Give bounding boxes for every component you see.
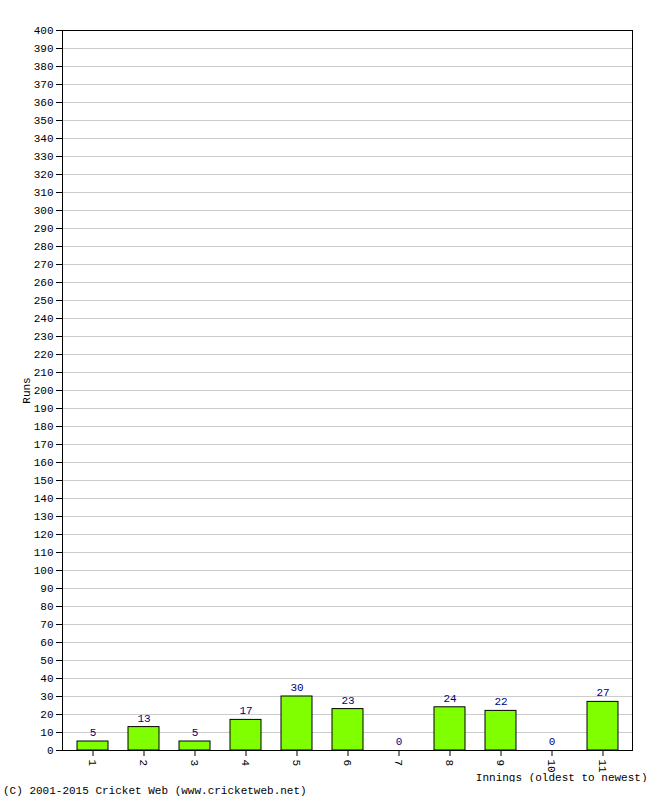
svg-text:5: 5 xyxy=(290,760,302,767)
svg-text:160: 160 xyxy=(34,457,54,469)
svg-text:5: 5 xyxy=(192,727,199,739)
svg-text:400: 400 xyxy=(34,25,54,37)
svg-text:300: 300 xyxy=(34,205,54,217)
svg-text:100: 100 xyxy=(34,565,54,577)
svg-text:1: 1 xyxy=(86,760,98,767)
svg-text:220: 220 xyxy=(34,349,54,361)
svg-text:9: 9 xyxy=(494,760,506,767)
svg-text:190: 190 xyxy=(34,403,54,415)
svg-text:2: 2 xyxy=(137,760,149,767)
svg-text:280: 280 xyxy=(34,241,54,253)
svg-text:70: 70 xyxy=(40,619,53,631)
svg-text:22: 22 xyxy=(494,696,507,708)
svg-text:5: 5 xyxy=(90,727,97,739)
svg-text:290: 290 xyxy=(34,223,54,235)
svg-text:130: 130 xyxy=(34,511,54,523)
svg-text:200: 200 xyxy=(34,385,54,397)
svg-text:13: 13 xyxy=(137,713,150,725)
svg-text:8: 8 xyxy=(443,760,455,767)
svg-text:6: 6 xyxy=(341,760,353,767)
svg-text:Innings (oldest to newest): Innings (oldest to newest) xyxy=(476,772,648,783)
svg-text:250: 250 xyxy=(34,295,54,307)
html-text:(C) 2001-2015 Cricket Web (www: (C) 2001-2015 Cricket Web (www.cricketwe… xyxy=(3,785,307,797)
svg-text:7: 7 xyxy=(392,760,404,767)
svg-text:23: 23 xyxy=(341,695,354,707)
svg-text:90: 90 xyxy=(40,583,53,595)
svg-text:30: 30 xyxy=(40,691,53,703)
svg-text:260: 260 xyxy=(34,277,54,289)
svg-text:310: 310 xyxy=(34,187,54,199)
svg-text:20: 20 xyxy=(40,709,53,721)
svg-text:320: 320 xyxy=(34,169,54,181)
svg-text:390: 390 xyxy=(34,43,54,55)
svg-text:120: 120 xyxy=(34,529,54,541)
svg-text:10: 10 xyxy=(545,759,558,773)
svg-text:40: 40 xyxy=(40,673,53,685)
svg-text:110: 110 xyxy=(34,547,54,559)
svg-text:240: 240 xyxy=(34,313,54,325)
svg-text:4: 4 xyxy=(239,760,251,767)
svg-text:80: 80 xyxy=(40,601,53,613)
svg-text:60: 60 xyxy=(40,637,53,649)
svg-text:180: 180 xyxy=(34,421,54,433)
svg-text:0: 0 xyxy=(47,745,54,757)
svg-text:0: 0 xyxy=(549,736,556,748)
svg-text:350: 350 xyxy=(34,115,54,127)
svg-text:370: 370 xyxy=(34,79,54,91)
svg-text:27: 27 xyxy=(596,687,609,699)
svg-text:50: 50 xyxy=(40,655,53,667)
svg-text:24: 24 xyxy=(443,693,457,705)
svg-text:0: 0 xyxy=(396,736,403,748)
svg-text:230: 230 xyxy=(34,331,54,343)
svg-text:10: 10 xyxy=(40,727,53,739)
svg-text:170: 170 xyxy=(34,439,54,451)
svg-text:17: 17 xyxy=(239,705,252,717)
svg-text:210: 210 xyxy=(34,367,54,379)
svg-text:380: 380 xyxy=(34,61,54,73)
svg-text:150: 150 xyxy=(34,475,54,487)
svg-text:Runs: Runs xyxy=(21,377,33,403)
svg-text:270: 270 xyxy=(34,259,54,271)
svg-text:340: 340 xyxy=(34,133,54,145)
svg-text:3: 3 xyxy=(188,760,200,767)
svg-text:30: 30 xyxy=(290,682,303,694)
svg-text:360: 360 xyxy=(34,97,54,109)
svg-text:330: 330 xyxy=(34,151,54,163)
svg-text:140: 140 xyxy=(34,493,54,505)
svg-text:11: 11 xyxy=(596,759,609,773)
